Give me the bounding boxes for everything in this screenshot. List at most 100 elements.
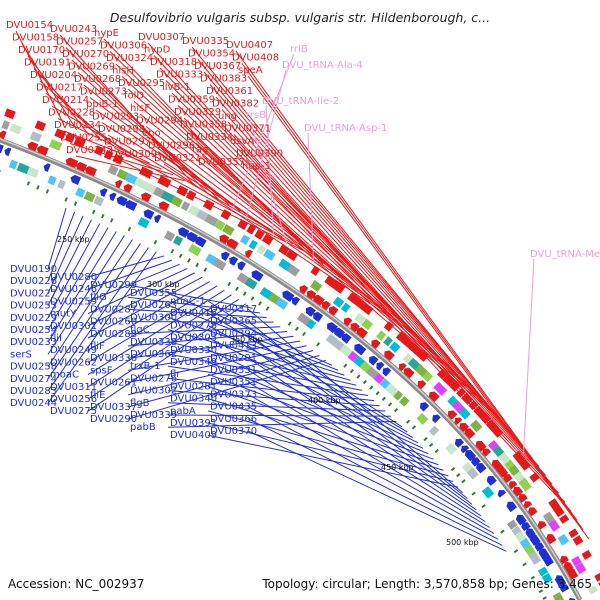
feature-mark-211	[172, 235, 184, 246]
feature-mark-18	[278, 244, 290, 256]
gene-label-red-33: DVU0307	[138, 32, 185, 43]
gene-label-blue-20: moaC	[50, 370, 79, 381]
gene-label-blue-18: DVU0249	[50, 345, 97, 356]
feature-mark-245	[528, 550, 542, 565]
feature-mark-280	[369, 385, 374, 390]
feature-mark-298	[530, 575, 536, 580]
feature-mark-157	[109, 192, 117, 202]
gene-label-blue-14: DVU0259	[50, 296, 97, 307]
gene-label-red-13: DVU0270	[62, 49, 109, 60]
feature-mark-91	[458, 407, 471, 420]
feature-tracks	[0, 108, 600, 600]
feature-mark-204	[47, 175, 57, 186]
label-line-lbl-blue-66	[247, 381, 490, 528]
label-line-lbl-blue-53	[207, 361, 429, 455]
feature-mark-87	[422, 371, 434, 383]
gene-label-blue-6: DVU0233	[10, 337, 57, 348]
feature-mark-264	[195, 262, 200, 268]
label-line-lbl-blue-6	[47, 231, 117, 343]
feature-mark-234	[416, 412, 429, 425]
label-line-lbl-blue-52	[207, 349, 424, 449]
label-line-lbl-red-7	[57, 118, 150, 164]
feature-mark-166	[229, 256, 239, 266]
gene-label-red-39: DVU0329	[174, 107, 221, 118]
feature-mark-12	[202, 199, 215, 211]
feature-mark-196	[542, 554, 554, 567]
label-line-lbl-blue-19	[87, 285, 218, 363]
feature-mark-102	[557, 533, 570, 546]
feature-mark-146	[527, 507, 538, 517]
gene-label-red-45: DVU0354	[188, 49, 235, 60]
label-line-lbl-blue-8	[47, 239, 133, 367]
gene-label-red-32: DVU0321	[154, 153, 201, 164]
gene-label-rna-4: DVU_tRNA-Asp-1	[304, 123, 387, 134]
gene-label-blue-56: DVU0340	[170, 394, 217, 405]
label-line-lbl-red-49	[221, 109, 540, 468]
gene-label-blue-43: DVU0276	[130, 373, 177, 384]
gene-label-blue-36: DVU0355	[130, 288, 177, 299]
label-line-lbl-red-52	[239, 146, 559, 494]
label-line-lbl-blue-67	[247, 393, 495, 534]
gene-label-red-3: DVU0191	[24, 58, 71, 69]
feature-mark-191	[521, 522, 531, 532]
feature-mark-257	[101, 213, 105, 219]
feature-mark-40	[489, 423, 504, 438]
feature-mark-118	[245, 249, 253, 259]
feature-mark-182	[454, 438, 465, 448]
label-line-lbl-blue-17	[87, 276, 203, 339]
feature-mark-149	[559, 555, 569, 565]
label-line-lbl-blue-62	[247, 333, 473, 505]
feature-mark-127	[371, 339, 381, 350]
gene-label-red-52: dsvA	[230, 136, 254, 147]
label-line-lbl-blue-24	[127, 284, 253, 309]
feature-mark-48	[572, 535, 584, 546]
gene-label-red-49: DVU0382	[212, 99, 259, 110]
feature-mark-203	[26, 166, 40, 178]
gene-label-blue-63: DVU0413	[210, 341, 257, 352]
feature-mark-207	[83, 191, 96, 203]
feature-mark-2	[54, 128, 67, 140]
feature-mark-67	[204, 214, 219, 227]
feature-mark-210	[163, 230, 176, 242]
feature-mark-26	[383, 321, 395, 332]
feature-mark-58	[124, 172, 139, 185]
feature-mark-3	[64, 132, 76, 144]
gene-label-red-1: DVU0158	[12, 33, 59, 44]
feature-mark-286	[411, 425, 417, 430]
tick-label-0: 250 kbp	[57, 235, 90, 244]
feature-mark-99	[518, 477, 532, 492]
tick-label-3: 400 kbp	[308, 396, 341, 405]
label-line-lbl-red-53	[245, 159, 566, 503]
feature-mark-135	[459, 422, 469, 433]
tick-labels: 250 kbp 300 kbp 350 kbp 400 kbp 450 kbp 500 k…	[57, 235, 479, 547]
feature-mark-263	[187, 258, 191, 263]
feature-mark-46	[559, 514, 570, 524]
feature-mark-95	[497, 451, 511, 465]
gene-label-red-5: DVU0217	[36, 83, 83, 94]
feature-mark-11	[185, 190, 197, 201]
gene-label-blue-46: DVU0339	[130, 410, 177, 421]
label-line-lbl-red-13	[71, 59, 219, 200]
gene-label-red-6: DVU0214	[42, 95, 89, 106]
feature-mark-296	[513, 549, 519, 554]
feature-mark-10	[176, 185, 189, 197]
feature-mark-4	[73, 136, 86, 148]
tick-label-5: 500 kbp	[446, 538, 479, 547]
feature-mark-73	[263, 248, 276, 261]
feature-mark-124	[343, 317, 353, 327]
gene-label-blue-69: DVU0366	[210, 414, 257, 425]
feature-mark-239	[481, 486, 495, 499]
gene-label-blue-51: DVU0303	[170, 333, 217, 344]
label-line-lbl-blue-2	[47, 215, 84, 294]
feature-mark-265	[203, 267, 208, 272]
feature-mark-292	[461, 479, 466, 484]
gene-label-blue-38: DVU0300	[130, 312, 177, 323]
feature-mark-113	[123, 183, 133, 194]
feature-mark-285	[405, 419, 411, 424]
gene-label-red-51: DVU0371	[224, 124, 271, 135]
feature-mark-148	[546, 534, 557, 545]
label-line-lbl-red-37	[171, 92, 450, 368]
feature-mark-237	[461, 461, 473, 473]
label-line-lbl-blue-57	[207, 410, 449, 477]
feature-mark-70	[239, 234, 251, 246]
